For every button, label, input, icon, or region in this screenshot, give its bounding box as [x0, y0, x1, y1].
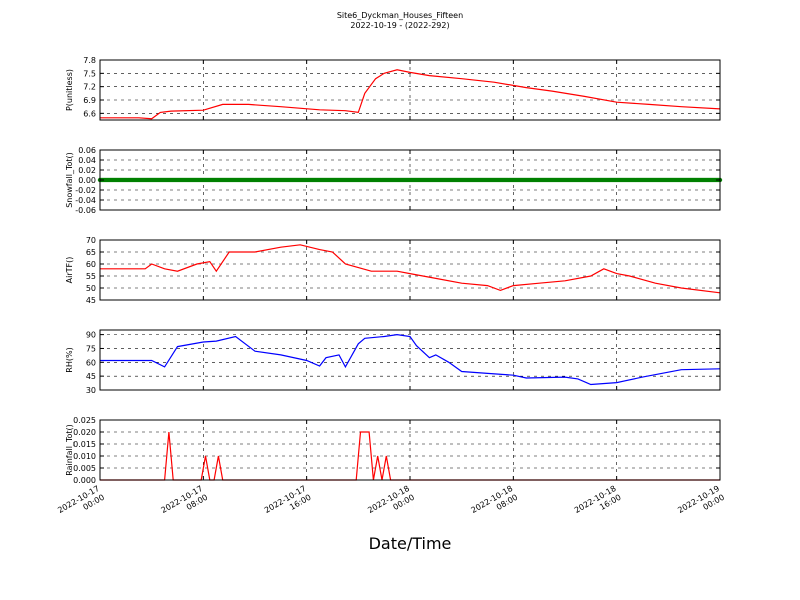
y-tick-label: 6.9: [83, 96, 96, 105]
y-tick-label: -0.02: [75, 186, 96, 195]
series-line-0: [100, 69, 721, 120]
x-tick-label: 2022-10-1716:00: [263, 484, 313, 524]
x-axis-label: Date/Time: [368, 534, 452, 553]
y-tick-label: 7.8: [83, 56, 96, 65]
y-tick-label: 0.020: [73, 428, 96, 437]
y-tick-label: 65: [86, 248, 96, 257]
y-tick-label: 70: [86, 236, 96, 245]
y-tick-label: 75: [86, 344, 96, 353]
y-tick-label: -0.06: [75, 206, 96, 215]
y-tick-label: 45: [86, 372, 96, 381]
y-axis-label: P(unitless): [65, 69, 74, 111]
y-tick-label: 0.015: [73, 440, 96, 449]
series-line-2: [100, 244, 721, 294]
y-tick-label: 7.2: [83, 83, 96, 92]
x-tick-label: 2022-10-1808:00: [470, 484, 520, 524]
x-tick-label: 2022-10-1816:00: [573, 484, 623, 524]
x-tick-label: 2022-10-1800:00: [366, 484, 416, 524]
y-tick-label: 0.025: [73, 416, 96, 425]
y-tick-label: 90: [86, 331, 96, 340]
y-tick-label: 0.02: [78, 166, 96, 175]
y-tick-label: 55: [86, 272, 96, 281]
y-tick-label: 60: [86, 260, 96, 269]
y-tick-label: -0.04: [75, 196, 96, 205]
y-tick-label: 0.04: [78, 156, 96, 165]
y-tick-label: 0.000: [73, 476, 96, 485]
y-tick-label: 6.6: [83, 109, 96, 118]
y-axis-label: Snowfall_Tot(): [65, 152, 74, 208]
y-tick-label: 7.5: [83, 69, 96, 78]
x-tick-label: 2022-10-1700:00: [56, 484, 106, 524]
y-tick-label: 30: [86, 386, 96, 395]
y-tick-label: 0.010: [73, 452, 96, 461]
y-axis-label: RH(%): [65, 347, 74, 372]
y-tick-label: 0.00: [78, 176, 96, 185]
y-tick-label: 45: [86, 296, 96, 305]
y-axis-label: Rainfall_Tot(): [65, 424, 74, 476]
y-tick-label: 50: [86, 284, 96, 293]
y-tick-label: 60: [86, 358, 96, 367]
x-tick-label: 2022-10-1900:00: [676, 484, 726, 524]
series-line-3: [100, 333, 721, 386]
chart-subtitle: 2022-10-19 - (2022-292): [350, 21, 450, 30]
chart-title: Site6_Dyckman_Houses_Fifteen: [336, 11, 464, 20]
y-axis-label: AirTF(): [65, 257, 74, 284]
x-tick-label: 2022-10-1708:00: [160, 484, 210, 524]
y-tick-label: 0.06: [78, 146, 96, 155]
y-tick-label: 0.005: [73, 464, 96, 473]
